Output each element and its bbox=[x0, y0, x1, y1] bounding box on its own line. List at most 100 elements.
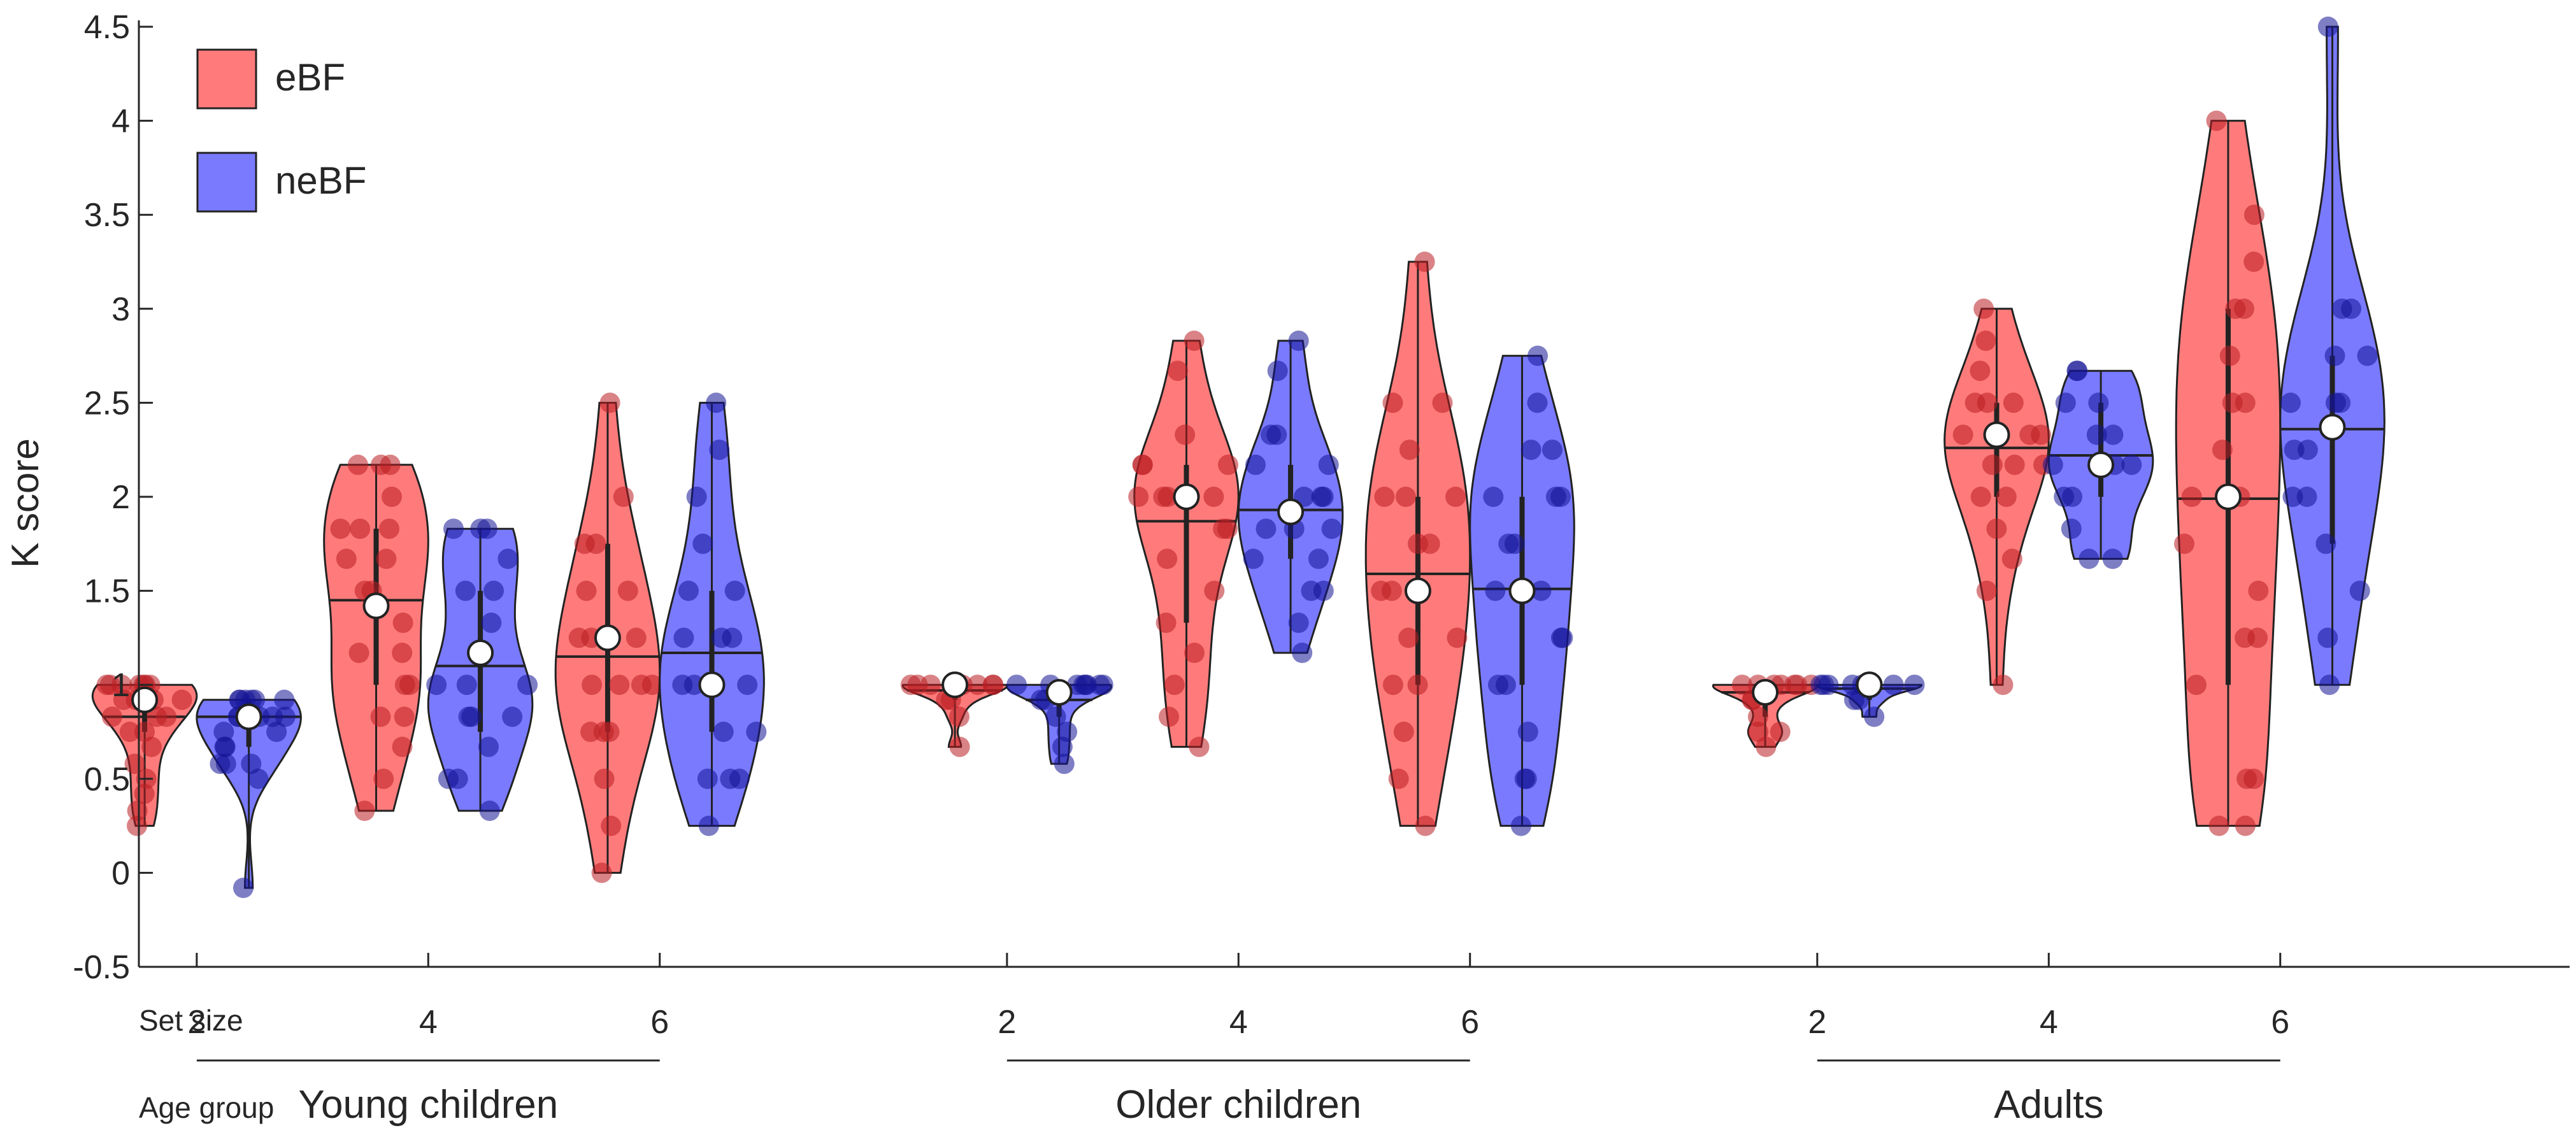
data-point bbox=[1371, 580, 1392, 601]
data-point bbox=[370, 706, 391, 727]
y-tick-label: 2.5 bbox=[84, 385, 130, 422]
mean-marker bbox=[1983, 421, 2010, 448]
legend-swatch-neBF bbox=[196, 152, 257, 213]
data-point bbox=[1483, 487, 1504, 507]
mean-marker bbox=[698, 671, 726, 699]
data-point bbox=[1157, 548, 1178, 569]
data-point bbox=[479, 801, 500, 821]
data-point bbox=[641, 674, 662, 696]
data-point bbox=[461, 706, 482, 727]
data-point bbox=[711, 627, 732, 648]
data-point bbox=[1970, 487, 1991, 507]
data-point bbox=[233, 878, 254, 898]
data-point bbox=[455, 580, 476, 601]
data-point bbox=[1382, 392, 1403, 413]
data-point bbox=[1395, 487, 1416, 507]
data-point bbox=[737, 674, 758, 696]
data-point bbox=[2186, 674, 2207, 696]
data-point bbox=[1521, 439, 1542, 460]
data-point bbox=[1261, 424, 1281, 445]
data-point bbox=[2206, 110, 2227, 131]
data-point bbox=[698, 815, 719, 836]
data-point bbox=[274, 689, 295, 710]
data-point bbox=[1311, 487, 1332, 507]
mean-marker bbox=[2087, 451, 2115, 478]
age-group-label: Adults bbox=[1994, 1083, 2103, 1127]
data-point bbox=[609, 674, 630, 696]
data-point bbox=[2001, 548, 2022, 569]
data-point bbox=[601, 815, 622, 836]
data-point bbox=[1883, 674, 1904, 696]
data-point bbox=[594, 768, 615, 789]
set-size-tick-label: 6 bbox=[1461, 1004, 1479, 1041]
data-point bbox=[443, 518, 464, 539]
mean-marker bbox=[362, 592, 390, 620]
data-point bbox=[127, 801, 148, 821]
data-point bbox=[2088, 392, 2109, 413]
data-point bbox=[1445, 487, 1466, 507]
set-size-tick-label: 4 bbox=[1229, 1004, 1248, 1041]
data-point bbox=[2208, 815, 2229, 836]
data-point bbox=[900, 674, 921, 696]
data-point bbox=[1089, 674, 1110, 696]
data-point bbox=[2357, 345, 2378, 366]
mean-marker bbox=[1508, 577, 1536, 604]
data-point bbox=[127, 815, 147, 836]
data-point bbox=[354, 801, 375, 821]
data-point bbox=[706, 392, 727, 413]
data-point bbox=[2235, 815, 2256, 836]
data-point bbox=[1399, 439, 1420, 460]
data-point bbox=[1550, 487, 1571, 507]
data-point bbox=[141, 736, 162, 757]
data-point bbox=[920, 674, 941, 696]
data-point bbox=[1189, 736, 1210, 757]
age-group-label: Older children bbox=[1115, 1083, 1361, 1127]
data-point bbox=[215, 736, 236, 757]
set-size-tick-label: 6 bbox=[2271, 1004, 2289, 1041]
data-point bbox=[248, 768, 269, 789]
data-point bbox=[2174, 533, 2194, 554]
data-point bbox=[1045, 706, 1066, 727]
data-point bbox=[2019, 424, 2040, 445]
data-point bbox=[2349, 580, 2370, 601]
data-point bbox=[147, 706, 168, 727]
y-tick-label: 0.5 bbox=[84, 761, 130, 798]
set-size-tick-label: 2 bbox=[998, 1004, 1016, 1041]
data-point bbox=[1167, 360, 1188, 382]
data-point bbox=[497, 548, 519, 569]
data-point bbox=[1204, 580, 1225, 601]
data-point bbox=[483, 580, 504, 601]
data-point bbox=[2003, 392, 2024, 413]
data-point bbox=[1748, 706, 1768, 727]
data-point bbox=[456, 674, 477, 696]
data-point bbox=[1308, 548, 1329, 569]
data-point bbox=[2324, 345, 2345, 366]
data-point bbox=[2243, 204, 2265, 225]
data-point bbox=[2331, 298, 2352, 319]
data-point bbox=[1132, 454, 1153, 475]
data-point bbox=[1213, 518, 1234, 539]
data-point bbox=[1156, 612, 1177, 633]
axes-layer: -0.5 0 0.5 1 1.5 2 2.5 3 3.5 4 4.5 bbox=[73, 9, 2570, 986]
data-point bbox=[1447, 627, 1468, 648]
data-point bbox=[672, 674, 693, 696]
data-point bbox=[1527, 392, 1548, 413]
data-point bbox=[2004, 454, 2025, 475]
data-point bbox=[1374, 487, 1395, 507]
data-point bbox=[2054, 487, 2075, 507]
mean-marker bbox=[2214, 483, 2242, 510]
data-point bbox=[426, 674, 447, 696]
mean-marker bbox=[467, 639, 494, 667]
data-point bbox=[2296, 487, 2317, 507]
data-point bbox=[502, 706, 523, 727]
data-point bbox=[617, 580, 638, 601]
set-size-tick-label: 2 bbox=[187, 1004, 206, 1041]
y-tick-label: 0 bbox=[111, 855, 130, 892]
data-point bbox=[626, 627, 647, 648]
data-point bbox=[1054, 753, 1075, 774]
data-point bbox=[394, 706, 415, 727]
data-point bbox=[1973, 298, 1994, 319]
data-point bbox=[2317, 627, 2338, 648]
data-point bbox=[2319, 674, 2340, 696]
data-point bbox=[746, 722, 767, 742]
